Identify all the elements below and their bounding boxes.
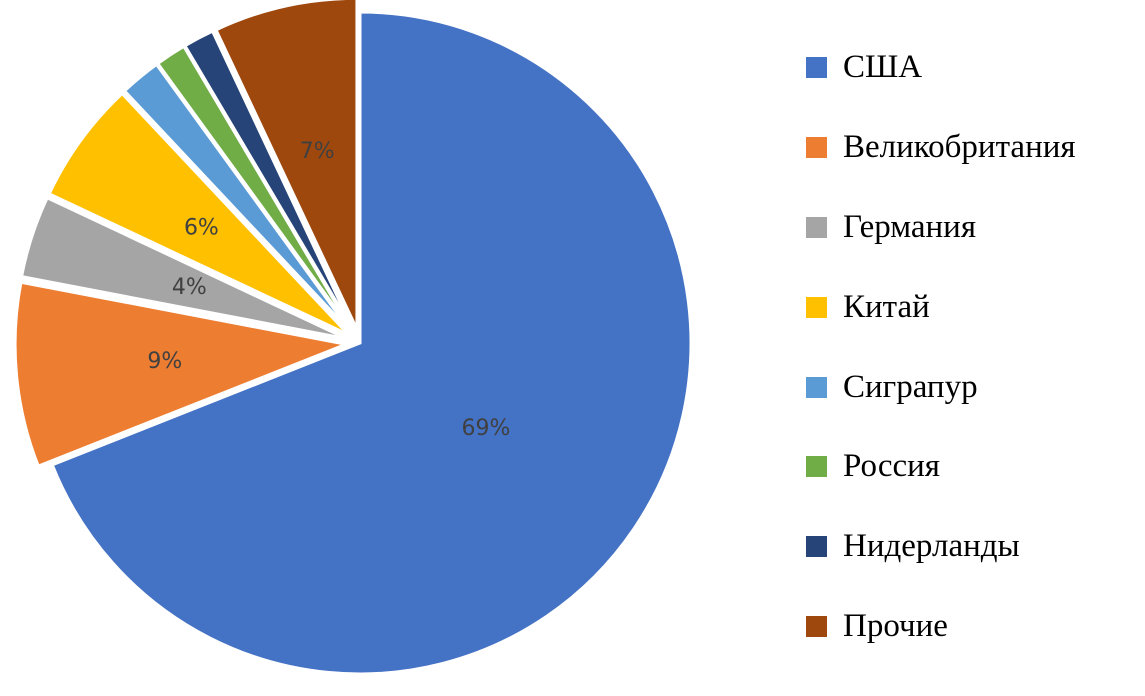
legend-label-4: Китай (843, 288, 930, 325)
data-label-8: 7% (300, 139, 335, 164)
legend-label-7: Нидерланды (843, 528, 1020, 565)
legend-label-2: Великобритания (843, 129, 1076, 166)
data-label-3: 4% (172, 275, 207, 300)
pie-slice-3 (19, 195, 348, 341)
legend-swatch-8 (806, 615, 827, 637)
legend-swatch-1 (806, 57, 827, 79)
data-label-1: 69% (461, 416, 510, 441)
legend-item-5: Сиграпур (806, 347, 1136, 427)
legend-swatch-2 (806, 137, 827, 159)
legend-item-7: Нидерланды (806, 507, 1136, 587)
pie-chart-svg: 69% 9% 4% 6% 7% (13, 0, 693, 676)
legend-swatch-4 (806, 296, 827, 318)
legend-item-6: Россия (806, 427, 1136, 507)
legend-label-8: Прочие (843, 607, 948, 644)
legend-item-4: Китай (806, 267, 1136, 347)
data-label-2: 9% (147, 349, 182, 374)
pie-slice-5 (122, 62, 353, 334)
data-label-4: 6% (184, 215, 219, 240)
legend-item-1: США (806, 28, 1136, 108)
legend-swatch-5 (806, 376, 827, 398)
legend-swatch-6 (806, 456, 827, 478)
legend-label-3: Германия (843, 208, 977, 245)
pie-chart: 69% 9% 4% 6% 7% (13, 0, 693, 676)
chart-legend: США Великобритания Германия Китай Сиграпур Ро… (806, 28, 1136, 666)
legend-label-5: Сиграпур (843, 368, 978, 405)
pie-slice-7 (182, 29, 355, 332)
legend-item-8: Прочие (806, 587, 1136, 667)
legend-label-1: США (843, 49, 923, 86)
legend-label-6: Россия (843, 448, 940, 485)
pie-slice-1 (50, 10, 693, 676)
pie-slice-8 (214, 0, 359, 330)
legend-item-2: Великобритания (806, 108, 1136, 188)
legend-item-3: Германия (806, 188, 1136, 268)
pie-slice-4 (47, 91, 350, 337)
legend-swatch-3 (806, 216, 827, 238)
pie-slice-2 (13, 280, 352, 469)
legend-swatch-7 (806, 536, 827, 558)
